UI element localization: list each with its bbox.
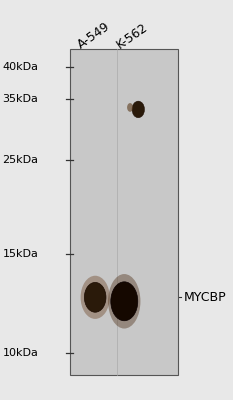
Text: MYCBP: MYCBP (184, 291, 226, 304)
Ellipse shape (108, 274, 140, 328)
Text: 35kDa: 35kDa (3, 94, 38, 104)
Ellipse shape (132, 101, 144, 118)
Text: K-562: K-562 (114, 20, 151, 51)
Text: 10kDa: 10kDa (3, 348, 38, 358)
Text: 40kDa: 40kDa (3, 62, 38, 72)
Text: A-549: A-549 (75, 20, 112, 52)
Ellipse shape (111, 282, 138, 321)
Ellipse shape (81, 276, 110, 319)
Text: 15kDa: 15kDa (3, 249, 38, 259)
Text: 25kDa: 25kDa (3, 155, 38, 165)
Ellipse shape (84, 282, 106, 312)
Ellipse shape (127, 103, 133, 112)
FancyBboxPatch shape (70, 49, 178, 375)
